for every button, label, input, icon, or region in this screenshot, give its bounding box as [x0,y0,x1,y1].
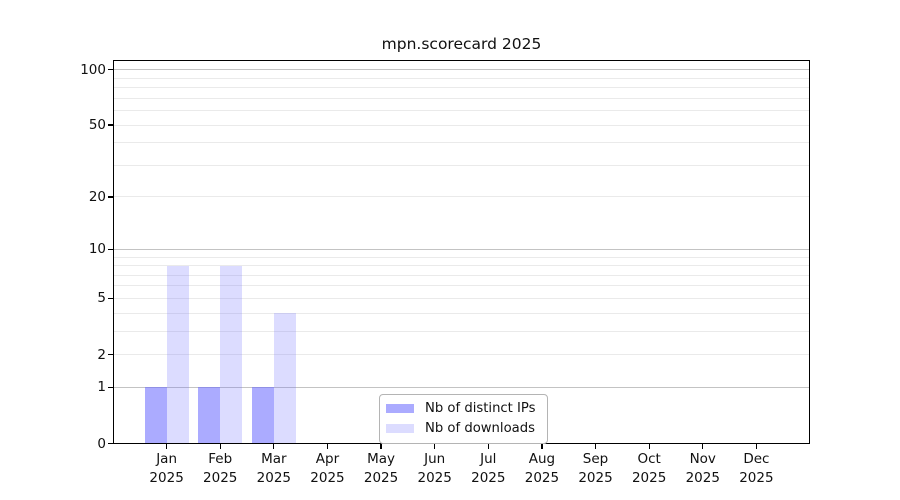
y-tick-label-20: 20 [88,188,106,205]
x-label-year-oct: 2025 [631,469,667,486]
legend: Nb of distinct IPs Nb of downloads [379,394,548,444]
x-label-month-may: May [367,451,396,467]
gridline-minor-y50 [114,124,809,126]
gridline-minor-y9 [114,256,809,258]
bar-ips-jan [144,387,167,444]
x-label-year-sep: 2025 [578,469,613,486]
bar-downloads-feb [220,265,243,444]
y-tick-0 [108,442,113,445]
gridline-minor-y8 [114,265,809,267]
x-tick-dec [755,443,758,449]
x-tick-label-sep: Sep 2025 [553,450,639,487]
x-tick-may [380,443,382,449]
gridline-minor-y20 [114,196,809,198]
x-label-month-feb: Feb [208,451,233,467]
x-tick-label-nov: Nov 2025 [660,450,746,487]
x-tick-jul [487,443,489,449]
x-label-year-dec: 2025 [739,469,774,486]
x-label-month-aug: Aug [528,451,556,467]
x-tick-label-may: May 2025 [338,450,424,487]
x-label-month-jun: Jun [424,451,446,467]
x-label-year-jun: 2025 [417,469,452,486]
x-tick-feb [219,443,221,449]
x-tick-oct [648,443,650,449]
x-label-month-dec: Dec [743,451,770,467]
legend-label-downloads: Nb of downloads [425,421,535,436]
y-tick-label-100: 100 [80,61,106,78]
bar-downloads-jan [166,265,189,444]
bar-downloads-mar [273,313,296,444]
gridline-minor-y60 [114,110,809,112]
y-tick-10 [108,248,113,250]
gridline-minor-y7 [114,274,809,276]
y-tick-20 [108,196,113,198]
gridline-minor-y40 [114,142,809,144]
y-tick-label-0: 0 [97,435,106,452]
y-tick-label-1: 1 [97,379,106,396]
x-label-month-jan: Jan [156,451,178,467]
x-tick-apr [326,443,329,449]
gridline-minor-y4 [114,312,809,314]
gridline-minor-y70 [114,97,809,99]
x-label-month-nov: Nov [689,451,716,467]
y-tick-label-5: 5 [97,290,106,307]
x-tick-mar [273,443,275,449]
x-label-year-feb: 2025 [203,469,238,486]
x-label-month-apr: Apr [315,451,340,467]
legend-row-downloads: Nb of downloads [386,420,536,437]
x-label-year-aug: 2025 [524,469,560,486]
legend-label-ips: Nb of distinct IPs [425,401,536,416]
x-label-year-jul: 2025 [471,469,506,486]
x-label-year-may: 2025 [363,469,399,486]
x-label-year-jan: 2025 [149,469,184,486]
y-tick-2 [108,353,113,356]
gridline-major-y10 [114,248,809,250]
legend-swatch-ips [386,403,414,414]
x-label-year-mar: 2025 [256,469,292,486]
y-tick-1 [108,386,113,388]
y-tick-50 [108,124,113,126]
legend-swatch-downloads [386,423,414,434]
y-tick-label-50: 50 [88,117,106,134]
bar-ips-feb [198,387,221,444]
y-tick-label-2: 2 [97,346,106,363]
x-label-month-jul: Jul [480,451,497,467]
gridline-minor-y2 [114,354,809,356]
gridline-minor-y5 [114,297,809,299]
gridline-minor-y6 [114,285,809,287]
x-tick-sep [594,443,597,449]
gridline-minor-y80 [114,87,809,89]
x-label-year-apr: 2025 [310,469,345,486]
x-tick-label-oct: Oct 2025 [606,450,692,487]
x-tick-label-mar: Mar 2025 [231,450,317,487]
x-tick-nov [702,443,704,449]
gridline-minor-y90 [114,77,809,79]
x-tick-label-apr: Apr 2025 [284,450,370,487]
gridline-major-y1 [114,386,809,388]
x-tick-jan [165,443,168,449]
chart-title: mpn.scorecard 2025 [381,35,542,53]
x-label-month-sep: Sep [582,451,609,467]
gridline-minor-y3 [114,330,809,332]
x-tick-label-jan: Jan 2025 [124,450,210,487]
x-label-year-nov: 2025 [685,469,720,486]
bar-ips-mar [251,387,274,444]
legend-row-ips: Nb of distinct IPs [386,400,536,417]
x-tick-jun [434,443,436,449]
y-tick-5 [108,297,113,300]
x-tick-label-feb: Feb 2025 [177,450,263,487]
x-tick-label-jul: Jul 2025 [445,450,531,487]
x-label-month-mar: Mar [261,451,287,467]
x-tick-label-dec: Dec 2025 [713,450,799,487]
x-tick-label-jun: Jun 2025 [392,450,478,487]
x-label-month-oct: Oct [637,451,661,467]
x-tick-label-aug: Aug 2025 [499,450,585,487]
y-tick-label-10: 10 [88,241,106,258]
gridline-minor-y30 [114,164,809,166]
y-tick-100 [108,69,113,71]
x-tick-aug [541,443,543,449]
gridline-major-y100 [114,69,809,71]
